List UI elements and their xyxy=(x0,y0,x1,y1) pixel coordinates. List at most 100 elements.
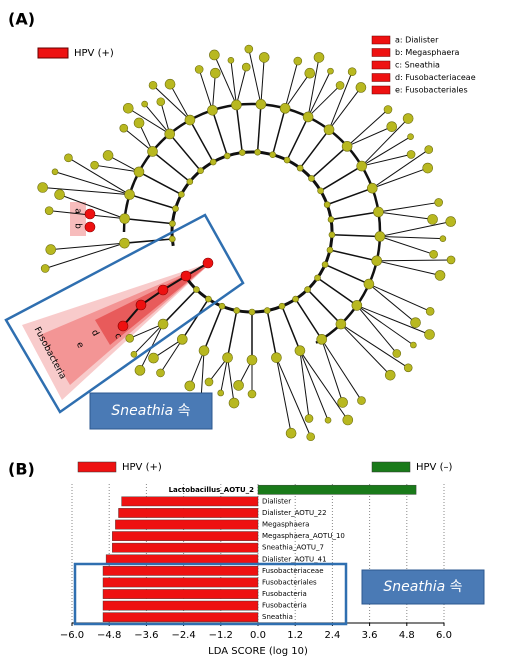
clade-node xyxy=(445,216,457,227)
x-axis-label: LDA SCORE (log 10) xyxy=(208,646,308,657)
bar xyxy=(118,508,259,518)
x-tick-label: 4.8 xyxy=(399,630,415,641)
clade-node xyxy=(328,231,336,239)
x-tick-label: 0.0 xyxy=(250,630,266,641)
legend-swatch xyxy=(37,47,69,59)
clade-edge xyxy=(328,87,362,131)
clade-edge xyxy=(235,104,243,153)
clade-edge xyxy=(379,235,434,255)
category-label: Megasphaera_AOTU_10 xyxy=(262,532,345,540)
clade-node xyxy=(217,389,225,397)
clade-node xyxy=(314,274,321,282)
clade-node xyxy=(244,44,254,54)
category-label: Sneathia_AOTU_7 xyxy=(262,544,324,552)
clade-node xyxy=(342,414,354,426)
clade-node xyxy=(84,208,96,220)
clade-node xyxy=(238,149,246,156)
clade-node xyxy=(130,350,138,358)
clade-node xyxy=(233,380,244,391)
clade-node xyxy=(198,345,210,356)
clade-node xyxy=(263,307,271,314)
clade-node xyxy=(233,307,241,314)
clade-node xyxy=(383,105,393,114)
clade-label: e xyxy=(74,340,86,350)
clade-node xyxy=(180,270,192,282)
clade-edge xyxy=(211,110,228,157)
clade-edge xyxy=(203,305,223,351)
clade-edge xyxy=(294,298,323,340)
clade-node xyxy=(64,153,73,163)
clade-node xyxy=(317,187,324,195)
bar xyxy=(115,519,259,530)
clade-node xyxy=(366,182,378,194)
clade-node xyxy=(40,264,50,273)
clade-node xyxy=(371,255,383,267)
clade-edge xyxy=(378,201,439,213)
clade-edge xyxy=(340,323,409,369)
x-tick-label: 3.6 xyxy=(362,630,378,641)
clade-edge xyxy=(299,350,349,421)
clade-edge xyxy=(320,165,363,192)
clade-node xyxy=(327,216,335,223)
clade-node xyxy=(308,175,315,182)
x-tick-label: 6.0 xyxy=(436,630,452,641)
x-tick-label: −1.2 xyxy=(209,630,233,641)
clade-edge xyxy=(368,283,431,312)
clade-node xyxy=(258,52,270,63)
clade-edge xyxy=(286,116,309,161)
clade-edge xyxy=(326,187,373,206)
clade-legend-swatch xyxy=(371,48,391,57)
clade-node xyxy=(347,67,357,77)
clade-legend-label: b: Megasphaera xyxy=(395,48,460,57)
clade-node xyxy=(323,201,331,208)
clade-node xyxy=(373,206,384,218)
clade-node xyxy=(384,369,396,381)
clade-edge xyxy=(340,323,391,376)
clade-node xyxy=(429,250,438,259)
clade-edge xyxy=(152,84,191,121)
clade-shade xyxy=(70,202,86,236)
clade-edge xyxy=(256,104,262,153)
clade-edge xyxy=(230,60,237,106)
clade-edge xyxy=(59,194,125,220)
clade-node xyxy=(278,302,286,310)
clade-node xyxy=(90,160,99,170)
clade-edge xyxy=(356,304,430,335)
clade-edge xyxy=(211,73,216,111)
clade-edge xyxy=(310,145,348,180)
bar xyxy=(102,600,259,611)
clade-edge xyxy=(153,338,183,359)
clade-edge xyxy=(129,323,164,339)
clade-node xyxy=(223,152,231,160)
clade-node xyxy=(313,52,325,63)
clade-node xyxy=(363,278,375,290)
clade-node xyxy=(241,62,251,72)
clade-edge xyxy=(307,289,342,325)
bar xyxy=(112,531,259,541)
clade-node xyxy=(119,123,129,133)
clade-node xyxy=(446,255,456,265)
x-tick-label: −6.0 xyxy=(60,630,84,641)
callout-box xyxy=(361,569,485,605)
clade-node xyxy=(133,117,145,129)
clade-edge xyxy=(144,103,171,135)
clade-edge xyxy=(129,193,176,210)
clade-node xyxy=(254,148,261,156)
clade-edge xyxy=(361,153,412,167)
clade-edge xyxy=(160,101,171,135)
category-label: Sneathia xyxy=(262,613,293,621)
clade-legend-label: a: Dialister xyxy=(395,36,439,45)
clade-node xyxy=(392,349,402,358)
clade-node xyxy=(323,124,335,136)
clade-node xyxy=(335,81,345,90)
category-label: Fusobacteria xyxy=(262,590,307,598)
clade-node xyxy=(427,214,438,225)
clade-edge xyxy=(371,149,430,189)
clade-legend-label: d: Fusobacteriaceae xyxy=(395,73,476,82)
category-label: Fusobacteria xyxy=(262,602,307,610)
clade-node xyxy=(133,166,145,178)
clade-node xyxy=(316,334,328,345)
bar xyxy=(105,554,259,565)
clade-edge xyxy=(284,72,311,109)
clade-node xyxy=(410,317,421,328)
